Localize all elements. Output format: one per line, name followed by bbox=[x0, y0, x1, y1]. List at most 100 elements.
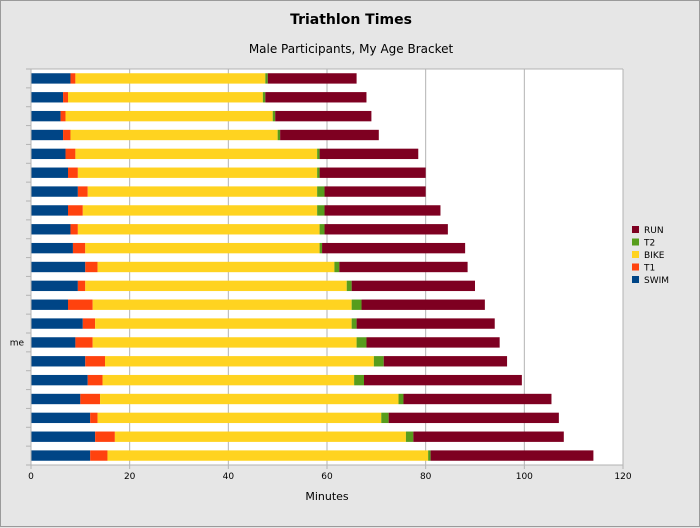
bar-segment-t1-11 bbox=[77, 280, 86, 292]
bar-segment-bike-15 bbox=[105, 356, 374, 367]
bar-segment-run-1 bbox=[265, 92, 367, 103]
axes bbox=[26, 68, 624, 469]
legend-swatch-run bbox=[632, 226, 639, 233]
bar-segment-run-8 bbox=[324, 224, 448, 235]
bar-segment-run-13 bbox=[356, 318, 495, 329]
bar-segment-t1-18 bbox=[90, 412, 98, 424]
bar-segment-run-0 bbox=[267, 73, 357, 84]
bar-segment-run-14 bbox=[366, 337, 500, 348]
bar-segment-swim-0 bbox=[31, 73, 71, 84]
bar-segment-bike-12 bbox=[92, 299, 352, 310]
bar-segment-run-3 bbox=[280, 129, 379, 141]
x-tick-label-40: 40 bbox=[223, 472, 235, 482]
category-label-me: me bbox=[10, 338, 25, 348]
bar-segment-t2-18 bbox=[381, 412, 389, 424]
x-tick-label-80: 80 bbox=[420, 472, 432, 482]
bar-segment-swim-6 bbox=[31, 186, 78, 197]
bar-segment-t1-6 bbox=[77, 186, 88, 197]
bar-segment-t1-17 bbox=[80, 393, 101, 405]
bar-segment-swim-5 bbox=[31, 167, 68, 178]
legend-swatch-t1 bbox=[632, 263, 639, 271]
bar-segment-bike-8 bbox=[77, 224, 320, 235]
bar-segment-bike-18 bbox=[97, 412, 382, 424]
bar-segment-swim-15 bbox=[31, 356, 86, 367]
bar-segment-run-5 bbox=[319, 167, 426, 178]
bar-segment-t1-14 bbox=[75, 337, 93, 348]
category-labels: me bbox=[10, 338, 25, 348]
bars bbox=[31, 73, 594, 461]
legend-label-t1: T1 bbox=[643, 264, 655, 274]
bar-segment-t2-20 bbox=[428, 450, 431, 461]
bar-segment-run-15 bbox=[383, 356, 508, 367]
bar-segment-swim-10 bbox=[31, 261, 86, 273]
bar-segment-swim-14 bbox=[31, 337, 76, 348]
bar-segment-bike-20 bbox=[107, 450, 429, 461]
bar-segment-t1-20 bbox=[90, 450, 108, 461]
bar-segment-run-19 bbox=[413, 431, 564, 442]
bar-segment-t1-2 bbox=[60, 110, 66, 122]
bar-segment-run-20 bbox=[430, 450, 594, 461]
bar-segment-bike-4 bbox=[75, 148, 318, 160]
bar-segment-run-16 bbox=[364, 374, 522, 386]
bar-segment-t2-1 bbox=[262, 92, 266, 103]
x-tick-label-0: 0 bbox=[28, 472, 34, 482]
bar-segment-t2-0 bbox=[265, 73, 268, 84]
bar-segment-t2-17 bbox=[398, 393, 404, 405]
bar-segment-t1-10 bbox=[85, 261, 98, 273]
bar-segment-swim-20 bbox=[31, 450, 91, 461]
bar-segment-swim-8 bbox=[31, 224, 71, 235]
bar-segment-t1-4 bbox=[65, 148, 76, 160]
bar-segment-swim-11 bbox=[31, 280, 78, 292]
bar-segment-t1-7 bbox=[68, 205, 83, 216]
legend: RUN T2 BIKE T1 SWIM bbox=[632, 226, 669, 286]
bar-segment-swim-3 bbox=[31, 129, 64, 141]
bar-segment-bike-17 bbox=[100, 393, 399, 405]
bar-segment-run-4 bbox=[319, 148, 419, 160]
legend-swatch-swim bbox=[632, 276, 639, 283]
bar-segment-swim-13 bbox=[31, 318, 83, 329]
legend-swatch-bike bbox=[632, 251, 639, 258]
legend-label-swim: SWIM bbox=[644, 276, 669, 286]
bar-segment-run-17 bbox=[403, 393, 552, 405]
bar-segment-bike-10 bbox=[97, 261, 335, 273]
bar-segment-run-2 bbox=[275, 110, 372, 122]
bar-segment-t1-12 bbox=[68, 299, 93, 310]
bar-segment-bike-1 bbox=[68, 92, 263, 103]
bar-segment-run-10 bbox=[339, 261, 468, 273]
bar-segment-t2-15 bbox=[373, 356, 384, 367]
bar-segment-t2-6 bbox=[317, 186, 325, 197]
chart-subtitle: Male Participants, My Age Bracket bbox=[249, 42, 454, 56]
bar-segment-run-9 bbox=[322, 242, 466, 254]
bar-segment-swim-9 bbox=[31, 242, 73, 254]
bar-segment-t1-19 bbox=[95, 431, 115, 442]
bar-segment-run-12 bbox=[361, 299, 485, 310]
x-tick-label-120: 120 bbox=[614, 472, 631, 482]
bar-segment-bike-5 bbox=[77, 167, 318, 178]
bar-segment-swim-18 bbox=[31, 412, 91, 424]
bar-segment-t2-14 bbox=[356, 337, 367, 348]
bar-segment-t1-3 bbox=[63, 129, 71, 141]
x-tick-label-100: 100 bbox=[516, 472, 533, 482]
legend-swatch-t2 bbox=[632, 238, 639, 246]
bar-segment-swim-1 bbox=[31, 92, 64, 103]
bar-segment-t2-12 bbox=[351, 299, 362, 310]
legend-label-bike: BIKE bbox=[644, 251, 665, 261]
bar-segment-t1-13 bbox=[82, 318, 96, 329]
bar-segment-swim-4 bbox=[31, 148, 66, 160]
bar-segment-bike-7 bbox=[82, 205, 318, 216]
bar-segment-bike-19 bbox=[114, 431, 406, 442]
bar-segment-t1-9 bbox=[72, 242, 86, 254]
x-tick-labels: 0 20 40 60 80 100 120 bbox=[28, 472, 632, 482]
bar-segment-t2-7 bbox=[317, 205, 325, 216]
legend-label-t2: T2 bbox=[643, 239, 655, 249]
bar-segment-run-6 bbox=[324, 186, 426, 197]
bar-segment-run-7 bbox=[324, 205, 441, 216]
bar-segment-bike-11 bbox=[85, 280, 347, 292]
bar-segment-t1-8 bbox=[70, 224, 78, 235]
bar-segment-t2-11 bbox=[346, 280, 352, 292]
bar-segment-t1-15 bbox=[85, 356, 105, 367]
bar-segment-t2-9 bbox=[319, 242, 323, 254]
legend-label-run: RUN bbox=[644, 226, 664, 236]
